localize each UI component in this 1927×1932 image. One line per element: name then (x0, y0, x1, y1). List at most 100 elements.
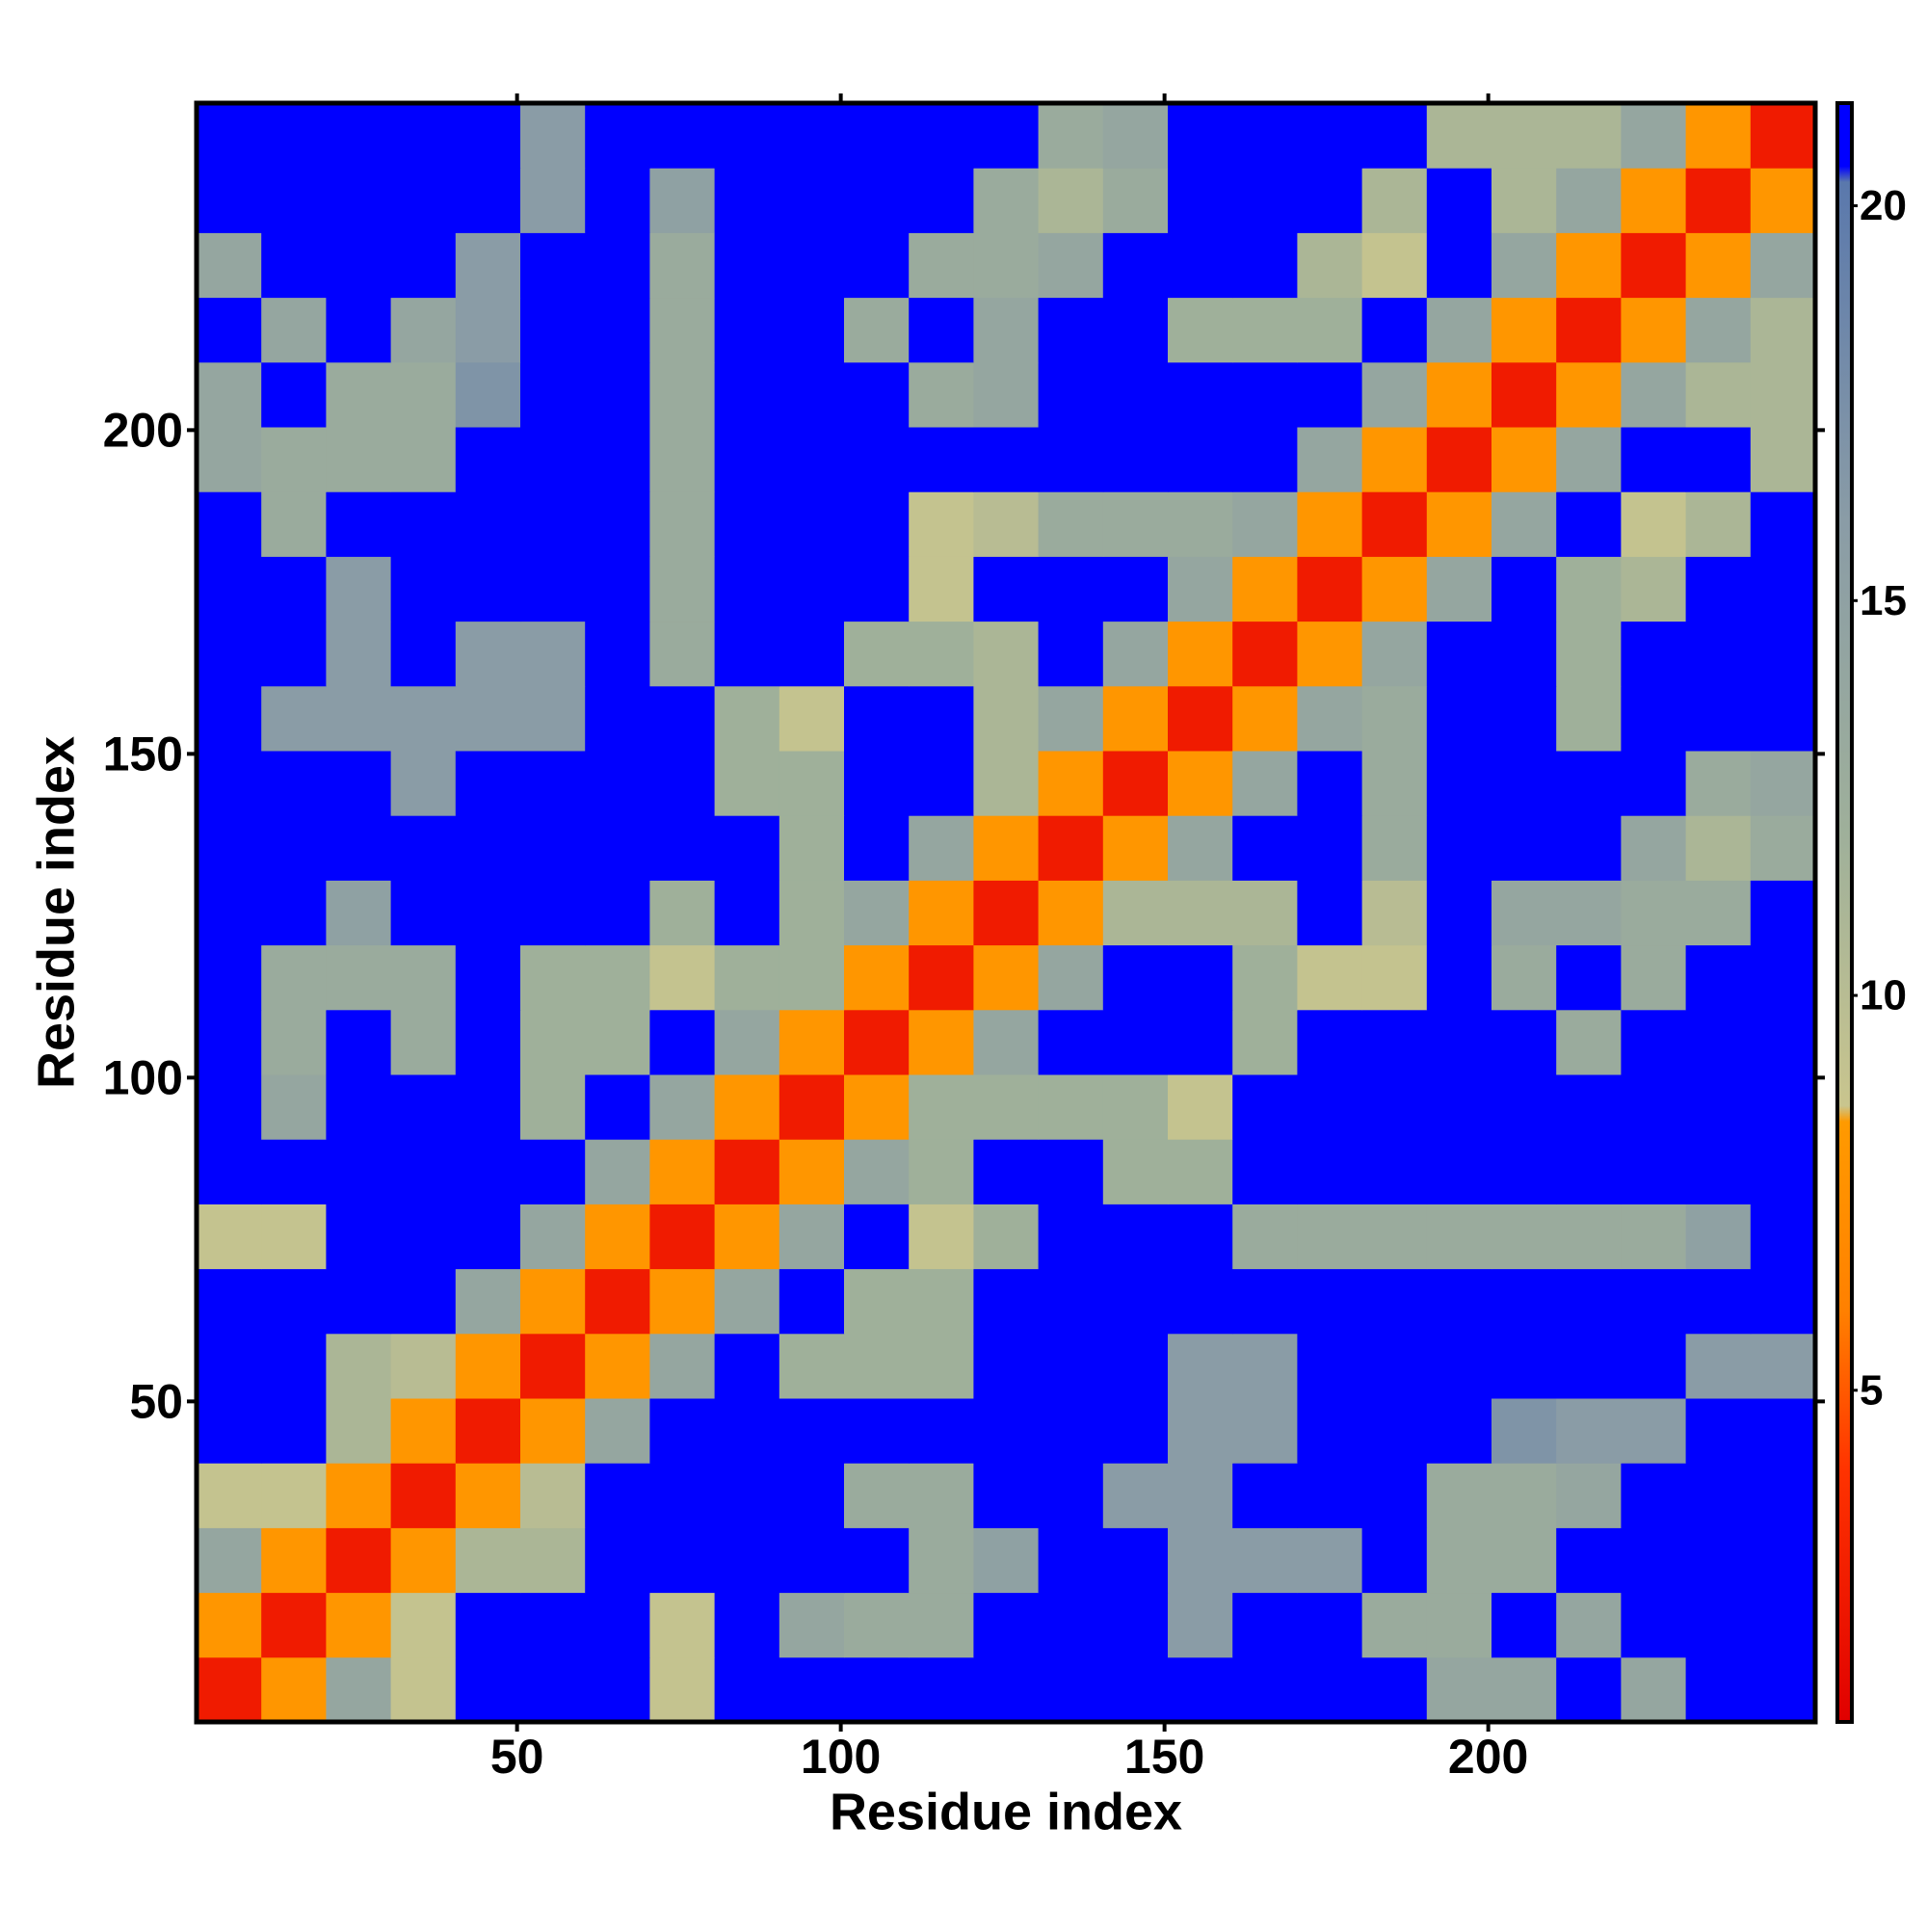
heatmap-cell (1168, 621, 1233, 687)
heatmap-cell (1168, 751, 1233, 816)
heatmap-cell (390, 751, 457, 816)
heatmap-cell (779, 1592, 845, 1658)
heatmap-cell (1102, 1139, 1169, 1204)
heatmap-cell (1297, 621, 1363, 687)
heatmap-cell (1232, 297, 1298, 363)
heatmap-cell (585, 621, 650, 687)
heatmap-cell (973, 427, 1040, 492)
heatmap-cell (1297, 685, 1363, 752)
heatmap-cell (520, 944, 586, 1011)
heatmap-cell (1426, 815, 1492, 881)
heatmap-cell (649, 1333, 716, 1399)
heatmap-cell (1361, 751, 1428, 816)
heatmap-cell (390, 1009, 457, 1075)
heatmap-cell (1621, 232, 1687, 299)
heatmap-cell (1038, 1074, 1104, 1140)
heatmap-cell (197, 1268, 262, 1335)
heatmap-cell (714, 880, 780, 946)
heatmap-cell (390, 168, 457, 233)
heatmap-cell (390, 1527, 457, 1594)
heatmap-cell (1556, 1656, 1622, 1723)
heatmap-cell (326, 1656, 392, 1723)
heatmap-cell (1168, 685, 1233, 752)
heatmap-cell (455, 1139, 521, 1204)
heatmap-cell (1491, 297, 1557, 363)
heatmap-cell (1556, 168, 1622, 233)
heatmap-cell (1168, 297, 1233, 363)
heatmap-cell (1426, 1009, 1492, 1075)
heatmap-cell (1168, 1333, 1233, 1399)
heatmap-cell (520, 1009, 586, 1075)
heatmap-cell (197, 944, 262, 1011)
heatmap-cell (1491, 1463, 1557, 1528)
heatmap-cell (1361, 1139, 1428, 1204)
heatmap-cell (1426, 1527, 1492, 1594)
heatmap-cell (261, 297, 327, 363)
heatmap-cell (909, 1074, 974, 1140)
heatmap-cell (197, 815, 262, 881)
heatmap-cell (455, 103, 521, 169)
heatmap-cell (714, 1656, 780, 1723)
heatmap-cell (1102, 1398, 1169, 1464)
heatmap-cell (326, 232, 392, 299)
heatmap-cell (326, 880, 392, 946)
heatmap-cell (1426, 1592, 1492, 1658)
heatmap-cell (1750, 1139, 1816, 1204)
heatmap-cell (1038, 1398, 1104, 1464)
heatmap-cell (585, 1527, 650, 1594)
heatmap-cell (390, 1204, 457, 1270)
heatmap-cell (973, 1139, 1040, 1204)
heatmap-cell (455, 1204, 521, 1270)
heatmap-cell (1102, 232, 1169, 299)
heatmap-cell (1426, 1398, 1492, 1464)
heatmap-cell (779, 232, 845, 299)
heatmap-cell (455, 427, 521, 492)
heatmap-cell (1556, 1268, 1622, 1335)
heatmap-cell (1491, 427, 1557, 492)
heatmap-cell (1426, 1656, 1492, 1723)
heatmap-cell (455, 1333, 521, 1399)
heatmap-cell (1232, 815, 1298, 881)
heatmap-cell (1361, 1204, 1428, 1270)
heatmap-cell (585, 1009, 650, 1075)
heatmap-cell (455, 1009, 521, 1075)
y-tick-label: 100 (103, 1051, 183, 1105)
heatmap-cell (779, 1009, 845, 1075)
heatmap-cell (197, 1074, 262, 1140)
heatmap-cell (1426, 1268, 1492, 1335)
heatmap-cell (1491, 1139, 1557, 1204)
heatmap-cell (1038, 103, 1104, 169)
heatmap-cell (1361, 232, 1428, 299)
heatmap-cell (261, 491, 327, 557)
heatmap-cell (1361, 103, 1428, 169)
heatmap-cell (1297, 103, 1363, 169)
heatmap-cell (714, 1592, 780, 1658)
heatmap-cell (649, 944, 716, 1011)
heatmap-cell (326, 1592, 392, 1658)
heatmap-cell (1491, 103, 1557, 169)
heatmap-cell (1232, 1463, 1298, 1528)
heatmap-cell (1621, 361, 1687, 428)
heatmap-cell (1491, 815, 1557, 881)
heatmap-cell (1426, 1204, 1492, 1270)
colorbar-tick-label: 15 (1860, 577, 1907, 624)
heatmap-cell (779, 1074, 845, 1140)
heatmap-cell (1685, 297, 1752, 363)
heatmap-cell (909, 1463, 974, 1528)
heatmap-cell (1621, 880, 1687, 946)
heatmap-cell (1426, 361, 1492, 428)
heatmap-cell (390, 1268, 457, 1335)
heatmap-cell (390, 556, 457, 622)
heatmap-cell (261, 751, 327, 816)
heatmap-cell (1556, 1398, 1622, 1464)
heatmap-cell (197, 1592, 262, 1658)
heatmap-cell (1038, 427, 1104, 492)
heatmap-cell (1750, 1204, 1816, 1270)
heatmap-cell (1426, 491, 1492, 557)
heatmap-cell (973, 944, 1040, 1011)
heatmap-cell (779, 297, 845, 363)
heatmap-cell (1361, 556, 1428, 622)
heatmap-cell (1297, 1074, 1363, 1140)
heatmap-cell (1038, 556, 1104, 622)
